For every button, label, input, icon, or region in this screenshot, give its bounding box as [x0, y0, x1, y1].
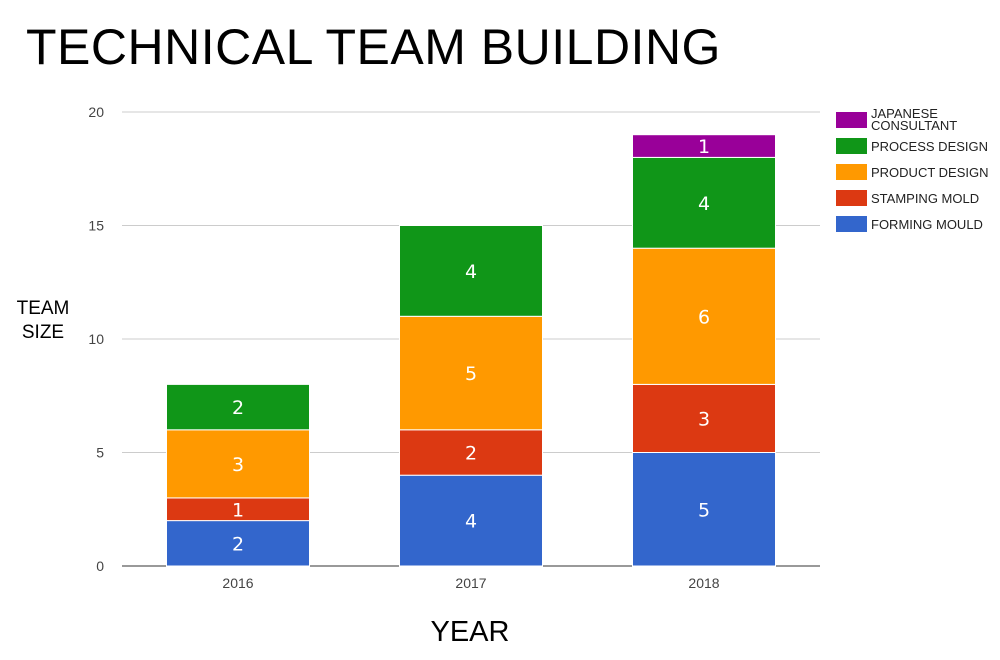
bar-segment	[399, 474, 543, 567]
data-label: 3	[698, 408, 710, 430]
bar-segment	[399, 225, 543, 317]
bar-layer: 2 1 3 2 4 2 5 4 5 3 6 4 1	[166, 134, 776, 567]
bar-segment	[399, 429, 543, 476]
data-label: 4	[465, 261, 477, 283]
chart-title: TECHNICAL TEAM BUILDING	[26, 19, 721, 75]
y-axis-label-line-1: TEAM	[16, 298, 70, 319]
legend-label: JAPANESE	[871, 106, 938, 121]
legend-swatch	[836, 164, 867, 180]
legend-label: STAMPING MOLD	[871, 191, 979, 206]
bar-segment	[166, 429, 310, 499]
legend-label: PRODUCT DESIGN	[871, 165, 989, 180]
y-tick-label: 10	[88, 331, 104, 347]
bar-segment	[632, 134, 776, 158]
bar-segment	[632, 383, 776, 453]
bar-segment	[632, 156, 776, 249]
x-axis-label: YEAR	[430, 616, 510, 648]
y-tick-label: 5	[96, 445, 104, 461]
data-label: 1	[232, 499, 244, 521]
data-label: 3	[232, 454, 244, 476]
x-tick-label: 2016	[222, 575, 253, 591]
legend-swatch	[836, 112, 867, 128]
legend-swatch	[836, 190, 867, 206]
legend-swatch	[836, 138, 867, 154]
data-label: 6	[698, 306, 710, 328]
data-label: 4	[465, 511, 477, 533]
legend-label: CONSULTANT	[871, 118, 957, 133]
legend-label: PROCESS DESIGN	[871, 139, 988, 154]
bar-segment	[399, 315, 543, 431]
y-tick-label: 0	[96, 558, 104, 574]
data-label: 4	[698, 193, 710, 215]
bar-segment	[166, 520, 310, 567]
data-label: 2	[232, 397, 244, 419]
data-label: 1	[698, 136, 710, 158]
bar-segment	[632, 452, 776, 567]
x-tick-label: 2017	[455, 575, 486, 591]
legend-swatch	[836, 216, 867, 232]
y-axis-label-line-2: SIZE	[21, 322, 65, 343]
x-tick-label: 2018	[688, 575, 719, 591]
legend-label: FORMING MOULD	[871, 217, 983, 232]
data-label: 5	[465, 363, 477, 385]
data-label: 2	[465, 443, 477, 465]
y-axis-label: TEAM SIZE	[6, 297, 80, 345]
bar-segment	[166, 383, 310, 431]
data-label: 5	[698, 499, 710, 521]
y-tick-label: 15	[88, 218, 104, 234]
data-label: 2	[232, 533, 244, 555]
y-tick-label: 20	[88, 104, 104, 120]
